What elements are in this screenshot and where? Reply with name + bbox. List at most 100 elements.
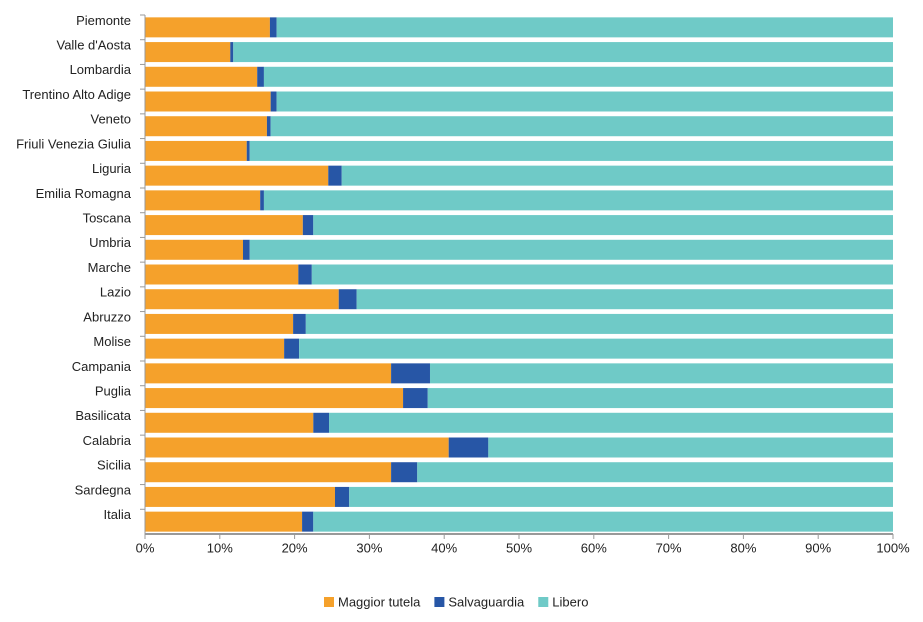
bar-segment <box>305 313 893 334</box>
bar-segment <box>269 17 277 38</box>
y-tick-label: Calabria <box>83 433 132 448</box>
x-tick-label: 90% <box>805 540 831 555</box>
bar-segment <box>145 486 335 507</box>
y-tick-label: Lazio <box>100 285 131 300</box>
y-tick-label: Valle d'Aosta <box>56 38 131 53</box>
x-tick-label: 80% <box>730 540 756 555</box>
y-tick-label: Italia <box>104 507 132 522</box>
bar-segment <box>349 486 894 507</box>
y-tick-label: Veneto <box>91 112 132 127</box>
y-tick-label: Liguria <box>92 161 132 176</box>
bar-segment <box>145 462 392 483</box>
x-tick-label: 50% <box>506 540 532 555</box>
x-tick-label: 20% <box>282 540 308 555</box>
legend-label: Salvaguardia <box>448 594 525 609</box>
bar-segment <box>260 190 264 211</box>
bar-segment <box>145 140 247 161</box>
legend-label: Maggior tutela <box>338 594 421 609</box>
y-tick-label: Toscana <box>83 211 132 226</box>
x-tick-label: 60% <box>581 540 607 555</box>
bar-segment <box>145 412 314 433</box>
x-tick-label: 30% <box>356 540 382 555</box>
bar-segment <box>145 388 404 409</box>
y-tick-label: Campania <box>72 359 132 374</box>
y-tick-label: Piemonte <box>76 13 131 28</box>
bar-segment <box>145 363 392 384</box>
y-tick-label: Umbria <box>89 235 132 250</box>
bar-segment <box>328 165 342 186</box>
legend-swatch <box>324 597 334 607</box>
bar-segment <box>263 66 893 87</box>
bar-segment <box>448 437 489 458</box>
bar-segment <box>488 437 893 458</box>
bar-segment <box>391 462 418 483</box>
bar-segment <box>145 289 339 310</box>
bar-segment <box>302 215 314 236</box>
y-tick-label: Marche <box>88 260 131 275</box>
bar-segment <box>249 140 894 161</box>
bar-segment <box>313 215 893 236</box>
bar-segment <box>341 165 893 186</box>
legend-swatch <box>434 597 445 607</box>
bar-segment <box>145 91 271 112</box>
x-tick-label: 70% <box>656 540 682 555</box>
bar-segment <box>284 338 300 359</box>
bar-segment <box>145 116 267 137</box>
bar-segment <box>145 165 329 186</box>
x-tick-label: 40% <box>431 540 457 555</box>
bar-segment <box>145 511 303 532</box>
bar-segment <box>145 437 449 458</box>
bar-segment <box>233 42 893 63</box>
x-tick-label: 0% <box>136 540 155 555</box>
bar-segment <box>246 140 250 161</box>
legend-swatch <box>538 597 549 607</box>
bar-segment <box>145 338 285 359</box>
y-tick-label: Emilia Romagna <box>36 186 132 201</box>
y-tick-label: Trentino Alto Adige <box>22 87 131 102</box>
bar-segment <box>242 239 250 260</box>
bar-segment <box>429 363 893 384</box>
y-tick-label: Friuli Venezia Giulia <box>16 136 132 151</box>
bar-segment <box>311 264 894 285</box>
y-tick-label: Abruzzo <box>83 309 131 324</box>
y-tick-label: Sicilia <box>97 458 132 473</box>
bar-segment <box>299 338 893 359</box>
bar-segment <box>270 91 277 112</box>
bar-segment <box>270 116 893 137</box>
bar-segment <box>403 388 428 409</box>
bar-segment <box>145 66 258 87</box>
bar-segment <box>266 116 271 137</box>
bar-segment <box>298 264 312 285</box>
y-tick-label: Lombardia <box>70 62 132 77</box>
bar-segment <box>145 17 270 38</box>
bar-segment <box>249 239 894 260</box>
bar-segment <box>313 412 330 433</box>
bar-segment <box>230 42 234 63</box>
bar-segment <box>145 42 231 63</box>
x-tick-label: 100% <box>876 540 910 555</box>
bar-segment <box>276 17 893 38</box>
bar-segment <box>391 363 430 384</box>
bar-segment <box>334 486 350 507</box>
bar-segment <box>257 66 264 87</box>
y-tick-label: Basilicata <box>75 408 131 423</box>
bar-segment <box>302 511 314 532</box>
bar-segment <box>145 215 303 236</box>
bar-segment <box>427 388 893 409</box>
y-tick-label: Sardegna <box>75 482 132 497</box>
bar-segment <box>145 313 294 334</box>
bar-segment <box>313 511 893 532</box>
bar-segment <box>263 190 893 211</box>
bar-segment <box>417 462 893 483</box>
bar-segment <box>145 264 299 285</box>
bar-segment <box>329 412 893 433</box>
bar-segment <box>276 91 893 112</box>
legend-label: Libero <box>552 594 588 609</box>
bar-segment <box>293 313 306 334</box>
y-tick-label: Puglia <box>95 384 132 399</box>
bar-segment <box>145 190 261 211</box>
x-tick-label: 10% <box>207 540 233 555</box>
bar-segment <box>338 289 357 310</box>
bar-segment <box>356 289 894 310</box>
